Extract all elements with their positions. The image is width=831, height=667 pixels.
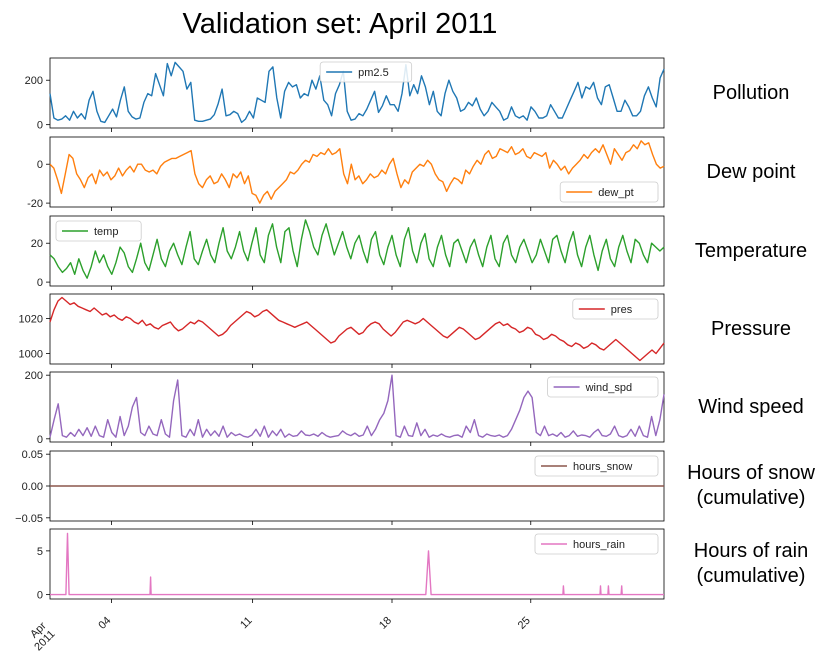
panel-5: 0 200 wind_spd [25, 370, 665, 446]
figure-title: Validation set: April 2011 [182, 8, 498, 40]
row-label-line: Hours of snow [687, 462, 815, 484]
row-label: Hours of snow (cumulative) [672, 461, 830, 511]
row-label-line: Pollution [712, 81, 790, 104]
row-label: Wind speed [672, 395, 830, 420]
legend-label: hours_rain [573, 539, 625, 551]
y-tick-label: 0 [37, 590, 43, 602]
panel-frame [49, 57, 665, 129]
legend: pm2.5 [319, 61, 413, 83]
y-tick-label: 0.05 [22, 449, 43, 461]
panel-frame [49, 371, 665, 443]
series-line-pres [49, 296, 665, 362]
y-tick-label: 0 [37, 120, 43, 132]
series-line-pm2.5 [49, 61, 665, 124]
row-label-line: (cumulative) [696, 565, 806, 587]
panel-1: 0 200 pm2.5 [25, 57, 665, 132]
row-label-line: Hours of rain [693, 540, 809, 562]
x-tick-label: 04 [96, 615, 113, 632]
panel-7: 0 5 hours_rain [37, 528, 665, 603]
legend-box [572, 298, 659, 320]
legend-box [534, 533, 659, 555]
legend: hours_snow [534, 455, 659, 477]
row-label-line: Wind speed [698, 395, 804, 418]
row-label-line: Temperature [694, 239, 808, 262]
y-tick-label: −0.05 [15, 513, 43, 525]
series-line-temp [49, 219, 665, 279]
legend: wind_spd [547, 376, 659, 398]
legend-label: pm2.5 [358, 67, 389, 79]
x-tick-label: 18 [377, 615, 394, 632]
y-tick-label: 200 [25, 75, 43, 87]
y-tick-label: 1020 [19, 314, 43, 326]
row-label: Temperature [672, 239, 830, 264]
legend-label: temp [94, 226, 118, 238]
legend-label: pres [611, 304, 633, 316]
legend-label: wind_spd [585, 382, 632, 394]
legend: dew_pt [559, 181, 659, 203]
legend-box [55, 220, 142, 242]
y-tick-label: 0.00 [22, 481, 43, 493]
row-label-line: Pressure [710, 317, 792, 340]
legend-box [534, 455, 659, 477]
y-tick-label: -20 [27, 198, 43, 210]
series-line-wind_spd [49, 374, 665, 438]
panel-frame [49, 293, 665, 365]
panel-3: 0 20 temp [31, 215, 665, 290]
legend: hours_rain [534, 533, 659, 555]
panel-6: −0.05 0.00 0.05 hours_snow [15, 449, 665, 525]
y-tick-label: 0 [37, 277, 43, 289]
row-label: Dew point [672, 160, 830, 185]
y-tick-label: 0 [37, 159, 43, 171]
x-tick-label: 25 [516, 615, 533, 632]
y-tick-label: 0 [37, 434, 43, 446]
legend: pres [572, 298, 659, 320]
row-label: Pollution [672, 81, 830, 106]
legend: temp [55, 220, 142, 242]
row-label-line: (cumulative) [696, 487, 806, 509]
row-label: Hours of rain (cumulative) [672, 539, 830, 589]
x-first-label: Apr2011 [24, 620, 58, 654]
legend-label: hours_snow [573, 461, 632, 473]
row-label: Pressure [672, 317, 830, 342]
x-tick-label: 11 [238, 615, 255, 632]
y-tick-label: 1000 [19, 349, 43, 361]
legend-label: dew_pt [598, 187, 633, 199]
legend-box [319, 61, 413, 83]
y-tick-label: 5 [37, 546, 43, 558]
panel-frame [49, 528, 665, 600]
panel-4: 1000 1020 pres [19, 293, 665, 368]
legend-box [559, 181, 659, 203]
panel-frame [49, 215, 665, 287]
row-label-line: Dew point [706, 160, 796, 183]
panel-2: -20 0 dew_pt [27, 136, 665, 211]
series-line-hours_rain [50, 532, 664, 596]
x-axis: 04 11 18 25 Apr2011 [24, 615, 533, 654]
y-tick-label: 200 [25, 370, 43, 382]
y-tick-label: 20 [31, 238, 43, 250]
legend-box [547, 376, 659, 398]
panel-frame [49, 136, 665, 208]
series-line-dew_pt [49, 140, 665, 204]
